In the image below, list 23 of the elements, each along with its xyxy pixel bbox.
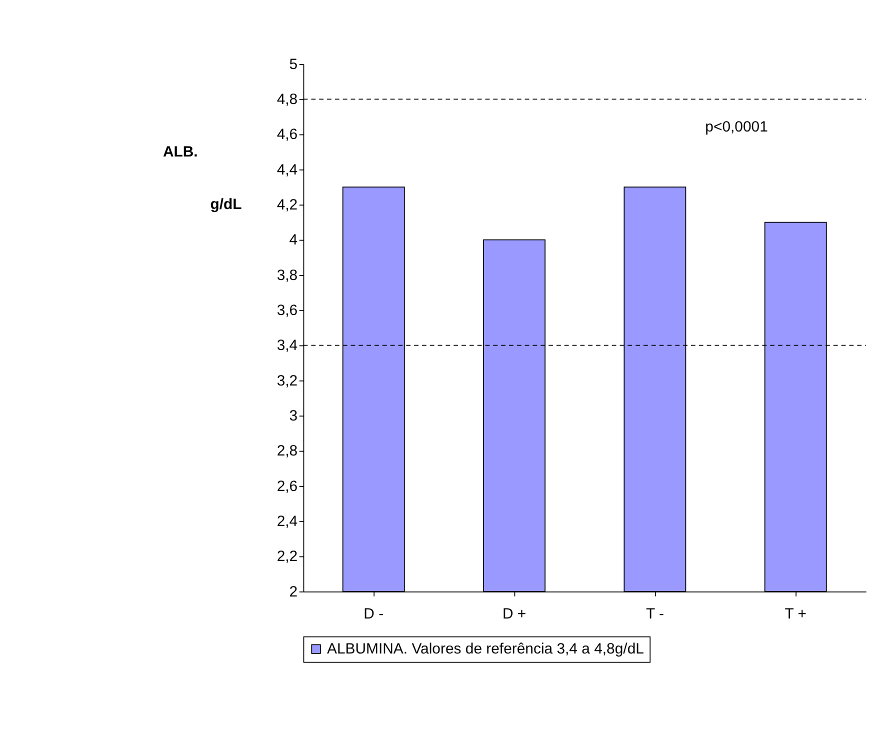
x-tick-label: T - [646,605,664,622]
y-tick-label: 2,8 [276,442,298,460]
y-tick-label: 3 [289,407,298,424]
x-tick-label: T + [784,605,806,622]
annotation: p<0,0001 [705,118,768,136]
y-tick-label: 4,6 [276,126,298,144]
y-tick-label: 2,4 [276,512,298,530]
x-tick-label: D + [502,605,526,622]
y-tick-label: 4,2 [276,196,298,214]
y-tick-label: 3,2 [276,372,298,390]
text: ALB. g/dL [162,143,242,214]
y-tick-label: 3,6 [276,302,298,319]
y-tick-label: 2,2 [276,548,298,566]
y-tick-label: 2 [289,583,298,600]
y-tick-label: 2,6 [276,478,298,495]
y-tick-label: 4,8 [276,91,298,108]
y-tick-label: 3,4 [276,337,298,354]
y-tick-label: 4 [289,232,298,249]
y-tick-label: 5 [289,56,298,73]
y-tick-label: 4,4 [276,161,298,178]
y-tick-label: 3,8 [276,266,298,284]
x-tick-label: D - [364,605,384,622]
legend-label: ALBUMINA. Valores de referência 3,4 a 4,8g/dL [327,640,644,658]
